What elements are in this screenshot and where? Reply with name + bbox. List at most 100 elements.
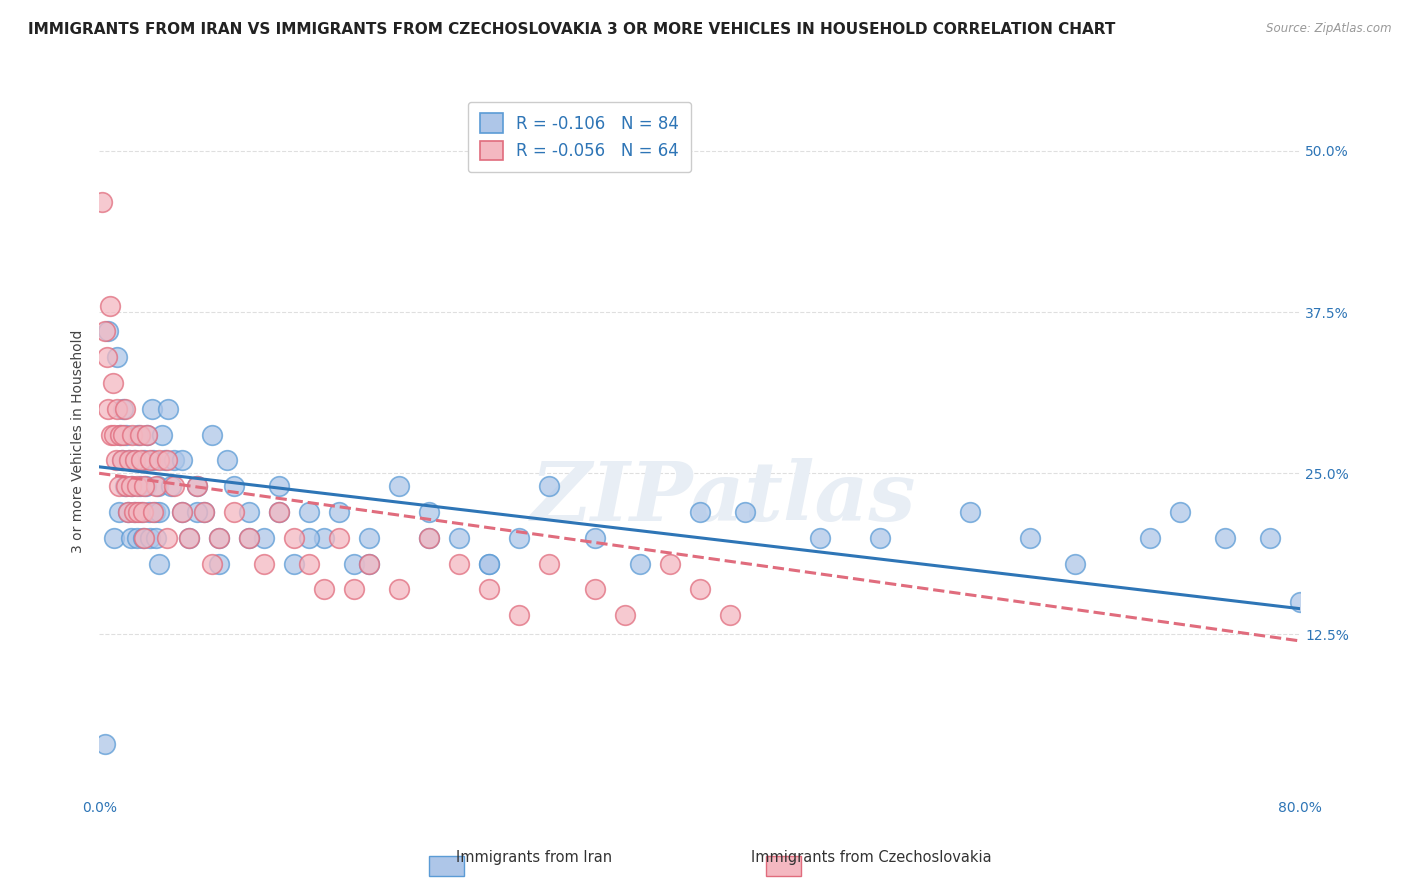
Point	[115, 427, 138, 442]
Point	[96, 350, 118, 364]
Point	[328, 531, 350, 545]
Point	[449, 531, 471, 545]
Point	[179, 531, 201, 545]
Point	[689, 505, 711, 519]
Point	[131, 505, 153, 519]
Point	[170, 453, 193, 467]
Point	[156, 453, 179, 467]
Point	[508, 531, 530, 545]
Y-axis label: 3 or more Vehicles in Household: 3 or more Vehicles in Household	[72, 329, 86, 553]
Point	[388, 479, 411, 493]
Point	[136, 427, 159, 442]
Point	[359, 531, 381, 545]
Point	[148, 505, 170, 519]
Point	[138, 505, 160, 519]
Point	[112, 427, 135, 442]
Point	[201, 557, 224, 571]
Point	[128, 427, 150, 442]
Point	[478, 557, 501, 571]
Point	[658, 557, 681, 571]
Point	[112, 401, 135, 416]
Point	[148, 453, 170, 467]
Point	[125, 531, 148, 545]
Point	[343, 582, 366, 597]
Point	[134, 453, 156, 467]
Point	[136, 427, 159, 442]
Point	[283, 557, 305, 571]
Point	[628, 557, 651, 571]
Point	[359, 557, 381, 571]
Point	[111, 453, 134, 467]
Point	[224, 479, 246, 493]
Point	[170, 505, 193, 519]
Point	[118, 453, 141, 467]
Point	[118, 453, 141, 467]
Point	[121, 479, 143, 493]
Point	[97, 401, 120, 416]
Point	[538, 479, 561, 493]
Point	[269, 479, 291, 493]
Point	[117, 505, 139, 519]
Point	[1139, 531, 1161, 545]
Point	[163, 453, 186, 467]
Point	[108, 427, 131, 442]
Point	[808, 531, 831, 545]
Point	[121, 427, 143, 442]
Point	[125, 479, 148, 493]
Point	[148, 557, 170, 571]
Point	[97, 325, 120, 339]
Point	[94, 325, 117, 339]
Point	[103, 427, 125, 442]
Text: IMMIGRANTS FROM IRAN VS IMMIGRANTS FROM CZECHOSLOVAKIA 3 OR MORE VEHICLES IN HOU: IMMIGRANTS FROM IRAN VS IMMIGRANTS FROM …	[28, 22, 1115, 37]
Point	[478, 557, 501, 571]
Point	[253, 557, 276, 571]
Point	[139, 453, 162, 467]
Point	[128, 479, 150, 493]
Point	[718, 608, 741, 623]
Point	[869, 531, 891, 545]
Point	[150, 427, 173, 442]
Point	[124, 453, 146, 467]
Point	[179, 531, 201, 545]
Point	[418, 531, 440, 545]
Point	[224, 505, 246, 519]
Point	[141, 401, 163, 416]
Point	[298, 505, 321, 519]
Point	[124, 505, 146, 519]
Point	[129, 505, 152, 519]
Point	[314, 582, 336, 597]
Point	[145, 531, 167, 545]
Point	[734, 505, 756, 519]
Point	[186, 479, 208, 493]
Point	[343, 557, 366, 571]
Point	[269, 505, 291, 519]
Point	[122, 453, 145, 467]
Point	[238, 531, 260, 545]
Point	[146, 479, 169, 493]
Point	[129, 453, 152, 467]
Point	[163, 479, 186, 493]
Point	[100, 427, 122, 442]
Point	[359, 557, 381, 571]
Point	[134, 531, 156, 545]
Point	[538, 557, 561, 571]
Point	[107, 479, 129, 493]
Point	[105, 350, 128, 364]
Point	[193, 505, 215, 519]
Point	[689, 582, 711, 597]
Point	[160, 479, 183, 493]
Point	[283, 531, 305, 545]
Point	[215, 453, 238, 467]
Point	[157, 401, 180, 416]
Point	[139, 531, 162, 545]
Point	[269, 505, 291, 519]
Point	[107, 505, 129, 519]
Point	[238, 505, 260, 519]
Point	[613, 608, 636, 623]
Point	[103, 531, 125, 545]
Text: Source: ZipAtlas.com: Source: ZipAtlas.com	[1267, 22, 1392, 36]
Point	[959, 505, 981, 519]
Point	[478, 582, 501, 597]
Point	[114, 479, 136, 493]
Point	[238, 531, 260, 545]
